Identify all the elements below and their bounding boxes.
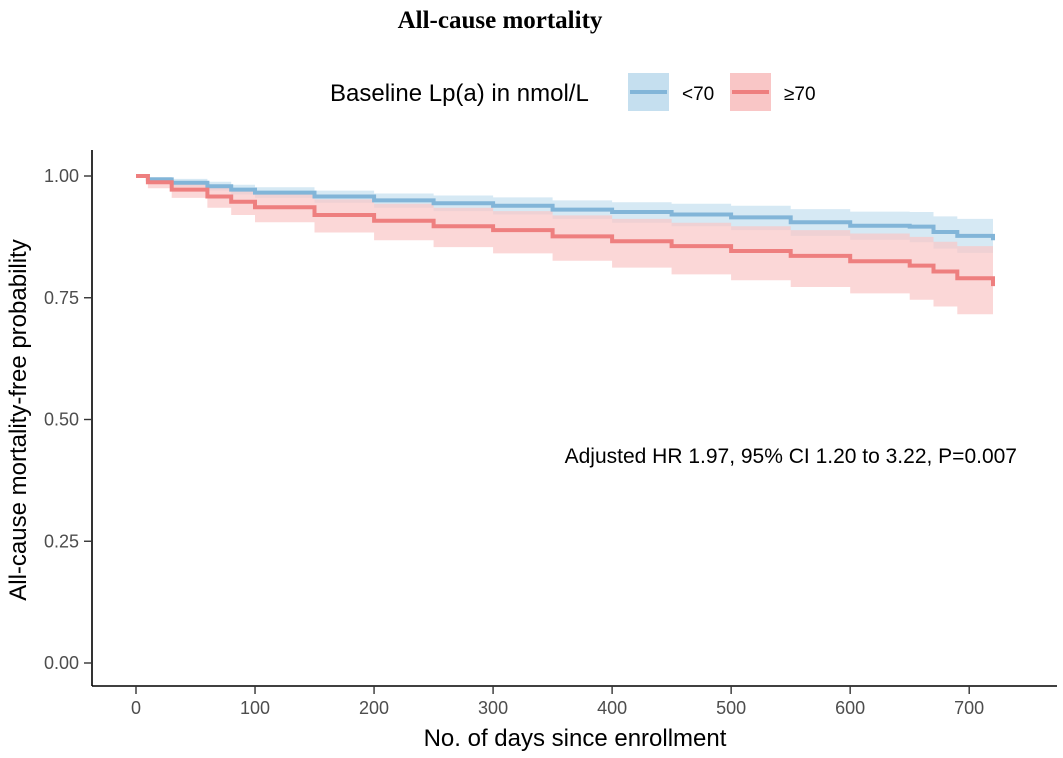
y-axis-ticks: 0.00 0.25 0.50 0.75 1.00 <box>44 166 92 673</box>
x-tick-label: 400 <box>597 698 627 718</box>
y-tick-label: 0.75 <box>44 288 79 308</box>
survival-curves <box>136 174 995 287</box>
x-axis-ticks: 0 100 200 300 400 500 600 700 <box>131 686 984 718</box>
x-tick-label: 500 <box>716 698 746 718</box>
x-tick-label: 700 <box>954 698 984 718</box>
x-tick-label: 300 <box>478 698 508 718</box>
x-tick-label: 0 <box>131 698 141 718</box>
y-tick-label: 0.00 <box>44 653 79 673</box>
legend: Baseline Lp(a) in nmol/L <70 ≥70 <box>330 73 816 111</box>
y-axis-title: All-cause mortality-free probability <box>5 239 32 600</box>
y-tick-label: 1.00 <box>44 166 79 186</box>
x-axis-title: No. of days since enrollment <box>424 725 727 752</box>
survival-curve-below-70 <box>136 174 995 241</box>
legend-label-below-70: <70 <box>682 84 714 105</box>
x-tick-label: 100 <box>240 698 270 718</box>
x-tick-label: 200 <box>359 698 389 718</box>
legend-label-70-and-above: ≥70 <box>784 84 816 105</box>
y-tick-label: 0.25 <box>44 531 79 551</box>
x-tick-label: 600 <box>835 698 865 718</box>
confidence-bands <box>136 176 993 321</box>
chart-title: All-cause mortality <box>398 7 603 34</box>
legend-title: Baseline Lp(a) in nmol/L <box>330 80 589 107</box>
survival-curve-70-and-above <box>136 174 995 287</box>
hazard-ratio-annotation: Adjusted HR 1.97, 95% CI 1.20 to 3.22, P… <box>565 445 1017 468</box>
y-tick-label: 0.50 <box>44 410 79 430</box>
confidence-band-70-and-above <box>136 176 993 321</box>
